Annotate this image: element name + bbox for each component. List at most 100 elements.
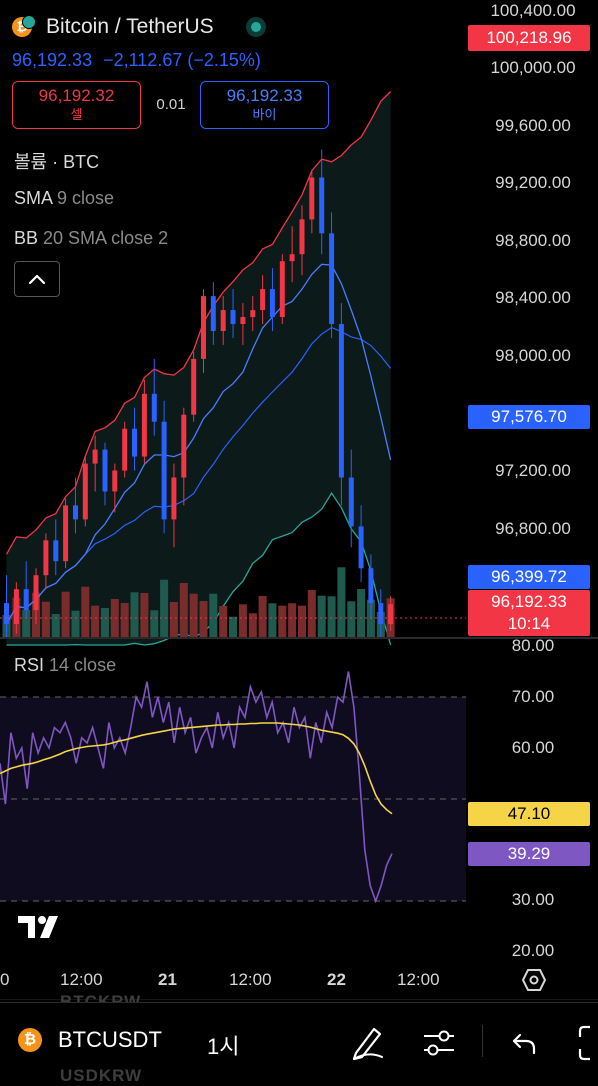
candle-body [260,289,266,310]
symbol-title[interactable]: Bitcoin / TetherUS [46,15,214,38]
volume-legend[interactable]: 볼륨 · BTC [14,152,100,172]
price-axis-label[interactable]: 100,000.00 [490,58,576,77]
tradingview-logo [18,916,58,938]
volume-bar [199,601,208,638]
bb-legend[interactable]: BB 20 SMA close 2 [14,228,168,249]
volume-bar [81,586,90,638]
time-axis-label[interactable]: 12:00 [397,970,440,989]
sma-name: SMA [14,188,53,208]
undo-icon[interactable] [510,1029,538,1057]
settings-hexagon-icon[interactable] [521,967,547,993]
candle-body [319,177,325,234]
price-axis-label[interactable]: 99,200.00 [495,173,571,192]
rsi-axis-label[interactable]: 80.00 [511,636,555,655]
candles[interactable] [4,149,394,637]
time-axis-label[interactable]: 12:00 [60,970,103,989]
price-axis-label[interactable]: 97,200.00 [495,461,571,480]
volume-bar [327,596,336,638]
time-axis-label[interactable]: 22 [327,970,346,989]
volume-bar [366,599,375,638]
chart-canvas[interactable] [0,0,598,1000]
bitcoin-logo: ₿ [18,1028,42,1052]
last-price: 96,192.33 [491,592,567,611]
bb-basis-tag: 96,399.72 [468,565,590,589]
bb-fill [6,91,391,645]
price-axis-label[interactable]: 98,400.00 [495,288,571,307]
collapse-legend-button[interactable] [14,261,60,297]
price-axis-label[interactable]: 100,400.00 [490,1,576,20]
price-axis-label[interactable]: 96,800.00 [495,519,571,538]
candle-body [73,505,78,520]
rsi-ma-tag: 47.10 [468,802,590,826]
volume-bar [130,592,139,638]
ticker-label: BTCUSDT [58,1027,162,1052]
volume-bar [278,605,287,638]
candle-body [240,317,246,324]
candle-body [33,575,39,611]
symbol-header[interactable]: ₿ Bitcoin / TetherUS [12,12,266,42]
candle-body [161,421,167,520]
symbol-selector[interactable]: ₿ BTCUSDT [18,1027,162,1053]
interval-selector[interactable]: 1시 [207,1034,240,1059]
rsi-axis-label[interactable]: 70.00 [511,687,555,706]
price-axis-label[interactable]: 98,000.00 [495,346,571,365]
sma-line [5,263,392,625]
candle-body [43,540,49,576]
volume-bar [317,595,326,638]
current-price: 96,192.33 [12,50,93,70]
time-axis-label[interactable]: 21 [158,970,177,989]
rsi-axis-label[interactable]: 60.00 [511,738,555,757]
volume-bar [120,603,129,638]
buy-button[interactable]: 96,192.33 바이 [200,81,329,129]
rsi-name: RSI [14,655,45,675]
price-axis-label[interactable]: 99,600.00 [495,116,571,135]
last-price-tag: 96,192.33 10:14 [468,590,590,636]
candle-body [289,254,295,262]
volume-bar [209,593,218,638]
bb-upper-line [5,91,392,555]
candle-body [122,428,128,471]
bollinger-bands [5,91,392,646]
sliders-icon[interactable] [422,1027,456,1059]
volume-bar [229,616,237,638]
rsi-axis-label[interactable]: 30.00 [511,890,555,909]
time-axis-label[interactable]: 0 [0,970,10,989]
candle-body [53,540,59,562]
volume-bar [41,601,50,638]
sma-9-line [5,263,392,625]
rsi-params: 14 close [49,655,117,675]
candle-body [378,603,384,624]
volume-bar [248,613,257,638]
candle-body [210,296,216,331]
candle-body [348,477,354,527]
time-axis-label[interactable]: 12:00 [229,970,272,989]
bb-upper-tag: 100,218.96 [468,25,590,51]
volume-bar [288,603,297,638]
sell-label: 셀 [70,107,83,122]
candle-body [230,310,236,325]
price-axis-label[interactable]: 98,800.00 [495,231,571,250]
pen-icon[interactable] [350,1023,386,1063]
volume-bar [337,567,346,638]
sma-legend[interactable]: SMA 9 close [14,188,114,209]
fullscreen-icon[interactable] [576,1025,598,1061]
bb-params: 20 SMA close 2 [43,228,169,248]
candle-body [250,310,256,318]
candle-body [82,463,88,520]
candle-body [151,393,157,422]
candle-body [141,393,147,457]
rsi-tag: 39.29 [468,842,590,866]
candle-body [368,568,374,604]
volume-bar [61,591,70,638]
bb-lower-line [6,492,392,646]
candle-body [4,603,9,624]
volume-bar [179,583,188,638]
buy-label: 바이 [252,107,277,122]
candle-body [171,477,177,520]
volume-bar [268,603,277,638]
candle-body [102,449,108,492]
rsi-axis-label[interactable]: 20.00 [511,941,555,960]
sell-button[interactable]: 96,192.32 셀 [12,81,141,129]
volume-bar [51,614,60,638]
rsi-legend[interactable]: RSI 14 close [14,655,116,676]
